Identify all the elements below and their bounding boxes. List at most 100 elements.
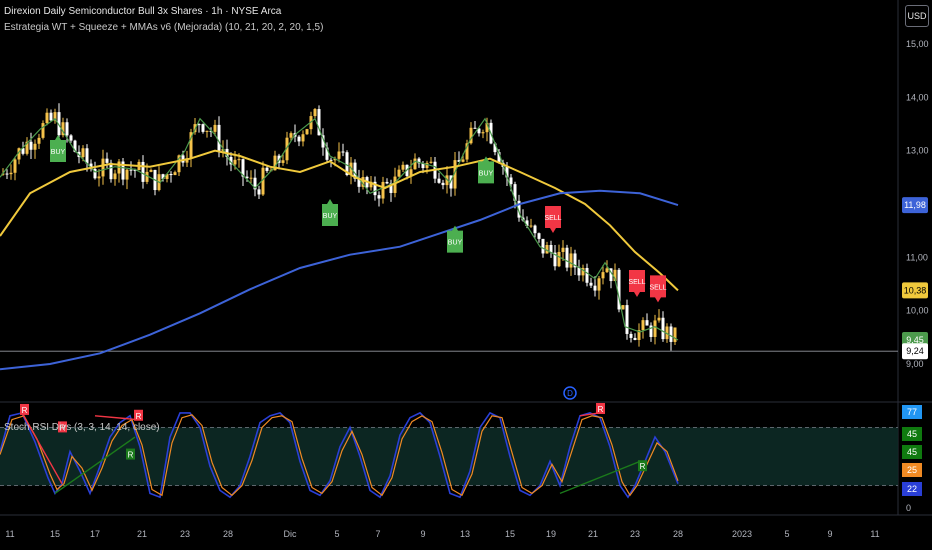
candle-body	[249, 177, 253, 179]
candle-body	[565, 247, 569, 268]
price-badge-text: 11,98	[904, 200, 926, 210]
candle-body	[257, 189, 261, 195]
divergence-line	[54, 436, 136, 494]
price-badge-bg	[902, 197, 928, 214]
candle-body	[401, 164, 405, 170]
buy-signal-marker: BUY	[50, 135, 66, 162]
candle-body	[297, 136, 301, 142]
symbol-title: Direxion Daily Semiconductor Bull 3x Sha…	[4, 6, 282, 17]
price-axis-badge: 11,98	[902, 197, 928, 214]
divergence-line	[559, 460, 641, 495]
buy-signal-marker: BUY	[322, 199, 338, 226]
candle-body	[361, 177, 365, 187]
candle-body	[629, 333, 633, 338]
divergence-marker	[58, 421, 67, 433]
dividend-event-label: D	[567, 389, 573, 398]
buy-marker-shape	[322, 199, 338, 226]
candle-body	[253, 177, 257, 190]
price-axis-tick: 10,00	[906, 306, 929, 316]
candle-body	[625, 305, 629, 334]
candle-body	[621, 305, 625, 310]
candle-body	[113, 173, 117, 180]
candle-body	[409, 169, 413, 177]
candle-body	[465, 143, 469, 160]
stoch-badge-bg	[902, 463, 922, 477]
candle-body	[649, 325, 653, 337]
candle-body	[205, 130, 209, 132]
candle-body	[141, 161, 145, 182]
time-axis-tick: 23	[180, 529, 190, 539]
sell-signal-marker: SELL	[544, 206, 562, 233]
candle-body	[325, 147, 329, 160]
candle-body	[485, 122, 489, 133]
candle-body	[393, 176, 397, 193]
price-badge-text: 9,45	[906, 335, 924, 345]
candle-body	[217, 124, 221, 151]
candle-body	[197, 124, 201, 126]
signal-marker-label: BUY	[479, 170, 494, 177]
time-axis-tick: 21	[137, 529, 147, 539]
divergence-marker-label: R	[22, 406, 28, 415]
candle-body	[653, 320, 657, 337]
time-axis-tick: 11	[5, 529, 14, 539]
candle-body	[385, 181, 389, 184]
candle-body	[557, 251, 561, 267]
price-axis-tick: 15,00	[906, 39, 929, 49]
price-axis[interactable]: 15,00 14,00 13,00 11,00 10,00 9,00 11,98 10,38 9…	[902, 39, 929, 513]
signal-marker-label: BUY	[323, 213, 338, 220]
time-axis-tick: 7	[375, 529, 380, 539]
sell-signal-marker: SELL	[628, 270, 646, 297]
buy-signal-marker: BUY	[447, 225, 463, 253]
buy-marker-shape	[50, 135, 66, 162]
candle-body	[341, 151, 345, 153]
stoch-badge-text: 25	[907, 465, 917, 475]
candle-body	[665, 326, 669, 340]
candle-body	[13, 159, 17, 173]
candle-body	[189, 132, 193, 159]
price-badge-bg	[902, 343, 928, 360]
candle-body	[337, 151, 341, 159]
time-axis[interactable]: 11 15 17 21 23 28 Dic 5 7 9 13 15 19 21 23 28 2023 5 9 11	[5, 529, 879, 539]
candle-body	[69, 135, 73, 141]
candle-body	[245, 176, 249, 179]
candle-body	[481, 132, 485, 134]
moving-averages-layer	[0, 117, 679, 371]
candle-body	[181, 155, 185, 163]
candle-body	[305, 129, 309, 135]
candle-body	[545, 245, 549, 254]
candle-body	[577, 267, 581, 276]
time-axis-tick: 21	[588, 529, 598, 539]
candle-body	[229, 156, 233, 165]
divergence-marker-label: R	[598, 405, 604, 414]
candle-body	[21, 148, 25, 154]
candle-body	[233, 159, 237, 165]
stoch-rsi-pane[interactable]: R R R R R R	[0, 402, 898, 499]
price-axis-tick: 14,00	[906, 92, 929, 102]
candle-body	[93, 168, 97, 179]
candle-body	[53, 112, 57, 121]
candle-body	[661, 317, 665, 340]
candle-body	[261, 167, 265, 195]
candle-body	[369, 181, 373, 188]
sell-marker-shape	[545, 206, 561, 233]
candle-body	[133, 169, 137, 171]
divergence-marker-label: R	[640, 462, 646, 471]
currency-button[interactable]: USD	[905, 5, 929, 27]
candle-body	[41, 123, 45, 138]
candle-body	[357, 178, 361, 187]
time-axis-tick: 28	[223, 529, 233, 539]
candle-body	[9, 172, 13, 175]
stoch-badge-text: 45	[907, 429, 917, 439]
candle-body	[509, 177, 513, 185]
candle-body	[273, 155, 277, 171]
stoch-k-line	[0, 411, 679, 499]
time-axis-tick: 15	[505, 529, 515, 539]
stoch-value-badge: 77	[902, 405, 922, 419]
candle-body	[145, 171, 149, 182]
signal-marker-label: BUY	[51, 149, 66, 156]
candle-body	[529, 225, 533, 227]
candle-body	[389, 183, 393, 193]
candle-body	[373, 181, 377, 196]
candle-body	[57, 112, 61, 136]
